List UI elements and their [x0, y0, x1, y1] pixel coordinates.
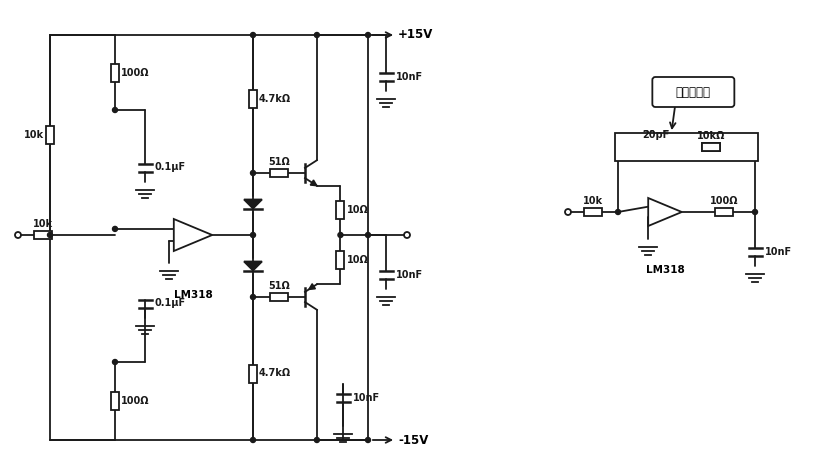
Text: 4.7kΩ: 4.7kΩ — [259, 368, 291, 378]
Bar — [249, 90, 257, 108]
Circle shape — [250, 438, 256, 442]
Text: LM318: LM318 — [645, 265, 685, 275]
Text: 10k: 10k — [33, 219, 53, 229]
Text: 4.7kΩ: 4.7kΩ — [259, 94, 291, 104]
Bar — [715, 208, 733, 216]
Text: -: - — [177, 222, 182, 235]
Text: 10kΩ: 10kΩ — [697, 131, 726, 141]
Text: 100Ω: 100Ω — [121, 68, 149, 78]
Text: 负反馈电路: 负反馈电路 — [676, 86, 711, 99]
FancyBboxPatch shape — [652, 77, 734, 107]
Circle shape — [315, 438, 320, 442]
Text: 0.1μF: 0.1μF — [154, 298, 185, 308]
Polygon shape — [174, 219, 212, 251]
Circle shape — [366, 32, 371, 38]
Bar — [337, 251, 345, 269]
Text: 10nF: 10nF — [396, 270, 423, 280]
Circle shape — [250, 171, 256, 175]
Text: +15V: +15V — [398, 29, 433, 41]
Text: 10Ω: 10Ω — [347, 205, 368, 215]
Bar — [34, 231, 52, 239]
Circle shape — [113, 360, 118, 365]
Circle shape — [752, 210, 757, 214]
Polygon shape — [648, 198, 682, 226]
Text: 10Ω: 10Ω — [347, 255, 368, 265]
Text: 10nF: 10nF — [352, 393, 380, 403]
Circle shape — [113, 227, 118, 231]
Circle shape — [366, 438, 371, 442]
Bar — [337, 201, 345, 219]
Polygon shape — [309, 284, 316, 290]
Polygon shape — [244, 199, 262, 209]
Text: 20pF: 20pF — [643, 130, 670, 140]
Bar — [111, 392, 119, 410]
Text: -: - — [650, 200, 655, 213]
Text: +: + — [648, 211, 659, 224]
Text: 100Ω: 100Ω — [121, 396, 149, 406]
Text: 10kΩ: 10kΩ — [697, 131, 726, 141]
Circle shape — [615, 210, 620, 214]
Text: 10k: 10k — [24, 130, 44, 140]
Circle shape — [113, 108, 118, 112]
Text: 0.1μF: 0.1μF — [154, 163, 185, 172]
Bar — [270, 169, 288, 177]
Circle shape — [250, 295, 256, 299]
Circle shape — [338, 233, 343, 237]
Text: +: + — [175, 235, 185, 248]
Circle shape — [315, 32, 320, 38]
Bar — [584, 208, 602, 216]
Polygon shape — [244, 261, 262, 271]
FancyBboxPatch shape — [615, 133, 758, 161]
Text: 10nF: 10nF — [765, 247, 792, 257]
Text: -15V: -15V — [398, 433, 428, 446]
Circle shape — [250, 233, 256, 237]
Bar — [46, 126, 54, 144]
Circle shape — [48, 233, 53, 237]
Bar — [111, 63, 119, 81]
Text: 20pF: 20pF — [643, 130, 670, 140]
Bar — [249, 365, 257, 383]
Polygon shape — [311, 180, 317, 186]
Bar — [702, 143, 720, 151]
Text: 100Ω: 100Ω — [710, 196, 738, 206]
Text: 10nF: 10nF — [396, 72, 423, 82]
Bar — [702, 143, 720, 151]
Text: LM318: LM318 — [174, 290, 212, 300]
Text: 10k: 10k — [583, 196, 603, 206]
Circle shape — [366, 233, 371, 237]
Circle shape — [250, 32, 256, 38]
Text: 51Ω: 51Ω — [268, 157, 290, 167]
Text: 51Ω: 51Ω — [268, 281, 290, 291]
Bar — [270, 293, 288, 301]
